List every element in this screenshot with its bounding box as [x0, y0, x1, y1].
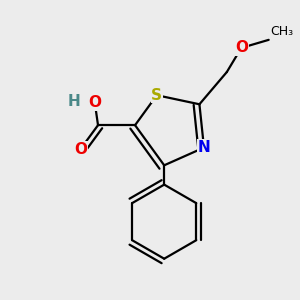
Text: O: O [235, 40, 248, 56]
Text: CH₃: CH₃ [270, 25, 293, 38]
Text: H: H [68, 94, 80, 109]
Text: O: O [74, 142, 87, 157]
Text: O: O [88, 95, 101, 110]
Text: S: S [151, 88, 162, 103]
Text: N: N [198, 140, 210, 155]
